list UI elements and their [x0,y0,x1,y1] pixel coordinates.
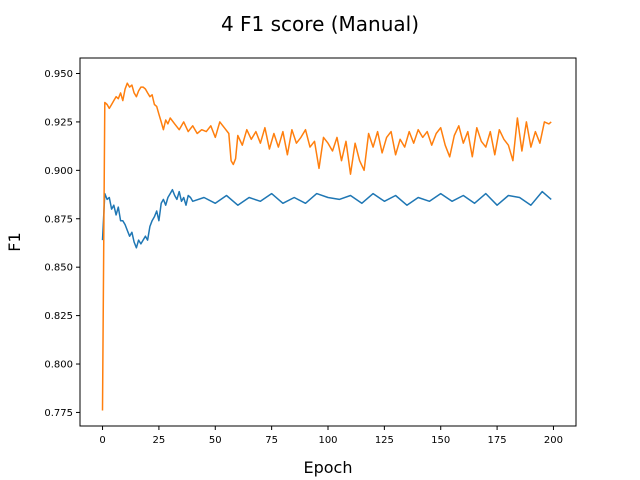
series-line-2 [101,82,552,411]
x-axis: 0 25 50 75 100 125 150 175 200 [99,426,563,446]
x-tick-label: 50 [209,435,222,446]
series-layer [101,82,552,411]
y-tick-label: 0.800 [44,360,73,371]
y-axis-label: F1 [5,232,24,251]
x-tick-label: 0 [99,435,105,446]
y-tick-label: 0.850 [44,263,73,274]
chart-title: 4 F1 score (Manual) [221,12,419,36]
y-tick-label: 0.925 [44,117,73,128]
x-tick-label: 150 [431,435,450,446]
x-tick-label: 175 [488,435,507,446]
y-tick-label: 0.825 [44,311,73,322]
x-tick-label: 125 [375,435,394,446]
y-tick-label: 0.775 [44,408,73,419]
series-line-1 [101,188,552,249]
y-tick-label: 0.900 [44,166,73,177]
x-axis-label: Epoch [304,458,353,477]
x-tick-label: 100 [318,435,337,446]
x-tick-label: 200 [544,435,563,446]
y-tick-label: 0.875 [44,214,73,225]
y-axis: 0.775 0.800 0.825 0.850 0.875 0.900 0.925 0.950 [44,69,80,419]
y-tick-label: 0.950 [44,69,73,80]
x-tick-label: 75 [265,435,278,446]
x-tick-label: 25 [153,435,166,446]
